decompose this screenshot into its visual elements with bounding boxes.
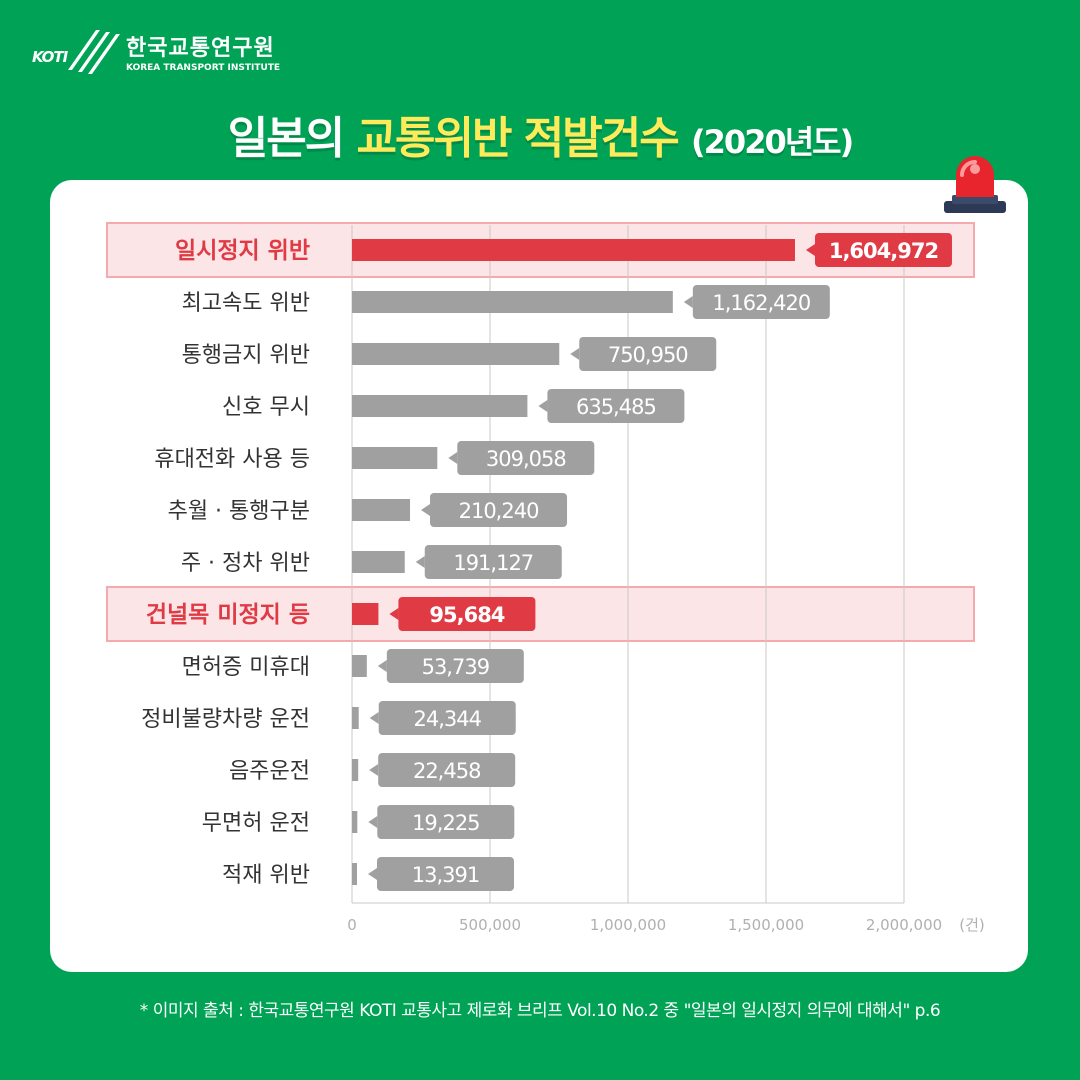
data-label: 1,604,972 xyxy=(829,239,938,263)
category-label: 주 · 정차 위반 xyxy=(181,551,310,576)
bar xyxy=(352,863,357,885)
koti-logo: KOTI 한국교통연구원 KOREA TRANSPORT INSTITUTE xyxy=(30,28,280,74)
bar xyxy=(352,239,795,261)
koti-logo-mark: KOTI xyxy=(30,28,121,74)
page-title: 일본의 교통위반 적발건수 (2020년도) xyxy=(0,102,1080,166)
category-label: 적재 위반 xyxy=(222,863,310,888)
category-label: 정비불량차량 운전 xyxy=(141,707,310,732)
data-label: 750,950 xyxy=(608,343,688,367)
logo-english: KOREA TRANSPORT INSTITUTE xyxy=(126,62,281,73)
category-label: 신호 무시 xyxy=(222,395,310,420)
data-label-bubble xyxy=(377,857,514,891)
data-label-bubble xyxy=(377,805,515,839)
data-label-bubble xyxy=(692,285,830,319)
data-label: 13,391 xyxy=(412,863,479,887)
logo-korean: 한국교통연구원 xyxy=(126,35,275,61)
source-note: * 이미지 출처 : 한국교통연구원 KOTI 교통사고 제로화 브리프 Vol… xyxy=(139,1001,941,1021)
bar xyxy=(352,499,411,521)
x-tick-label: 1,000,000 xyxy=(590,916,666,934)
bar xyxy=(352,811,358,833)
data-label-bubble xyxy=(386,649,524,683)
x-tick-label: 500,000 xyxy=(459,916,521,934)
bar xyxy=(352,343,560,365)
category-label: 무면허 운전 xyxy=(202,811,310,836)
data-label: 95,684 xyxy=(429,603,504,627)
data-label-bubble xyxy=(378,753,516,787)
bar xyxy=(352,447,438,469)
data-label: 1,162,420 xyxy=(712,291,810,315)
label-pointer xyxy=(369,712,379,724)
label-pointer xyxy=(369,764,379,776)
label-pointer xyxy=(448,452,458,464)
bar xyxy=(352,603,379,625)
label-pointer xyxy=(805,244,815,256)
label-pointer xyxy=(368,868,377,880)
highlight-row xyxy=(106,586,975,642)
x-tick-label: 0 xyxy=(347,916,357,934)
data-label-bubble xyxy=(457,441,595,475)
category-label: 음주운전 xyxy=(229,759,310,784)
category-label: 통행금지 위반 xyxy=(182,343,310,368)
data-label-bubble xyxy=(579,337,717,371)
data-label: 191,127 xyxy=(453,551,533,575)
label-pointer xyxy=(421,504,431,516)
x-unit-label: (건) xyxy=(959,916,985,934)
data-label: 210,240 xyxy=(459,499,539,523)
category-label: 추월 · 통행구분 xyxy=(168,499,310,524)
data-label: 53,739 xyxy=(422,655,489,679)
bar xyxy=(352,551,405,573)
bar xyxy=(352,759,359,781)
category-label: 일시정지 위반 xyxy=(175,238,310,264)
data-label: 309,058 xyxy=(486,447,566,471)
label-pointer xyxy=(538,400,548,412)
data-label: 19,225 xyxy=(412,811,479,835)
bar xyxy=(352,395,528,417)
title-highlight: 교통위반 적발건수 xyxy=(356,113,680,164)
title-year: (2020년도) xyxy=(691,123,854,161)
label-pointer xyxy=(415,556,425,568)
data-label-bubble xyxy=(814,233,952,267)
siren-icon xyxy=(944,156,1006,213)
bar xyxy=(352,655,367,677)
category-label: 최고속도 위반 xyxy=(182,291,310,316)
data-label-bubble xyxy=(398,597,536,631)
category-label: 건널목 미정지 등 xyxy=(146,602,310,628)
data-label-bubble xyxy=(547,389,685,423)
x-tick-label: 2,000,000 xyxy=(866,916,942,934)
bar xyxy=(352,707,359,729)
data-label-bubble xyxy=(430,493,568,527)
bar xyxy=(352,291,673,313)
label-pointer xyxy=(389,608,399,620)
category-label: 면허증 미휴대 xyxy=(182,655,310,680)
title-part1: 일본의 xyxy=(227,113,345,164)
data-label-bubble xyxy=(378,701,516,735)
x-tick-label: 1,500,000 xyxy=(728,916,804,934)
label-pointer xyxy=(683,296,693,308)
data-label: 24,344 xyxy=(413,707,481,731)
category-label: 휴대전화 사용 등 xyxy=(154,447,310,472)
label-pointer xyxy=(377,660,387,672)
data-label: 635,485 xyxy=(576,395,656,419)
data-label: 22,458 xyxy=(413,759,480,783)
label-pointer xyxy=(570,348,580,360)
label-pointer xyxy=(368,816,378,828)
data-label-bubble xyxy=(424,545,562,579)
